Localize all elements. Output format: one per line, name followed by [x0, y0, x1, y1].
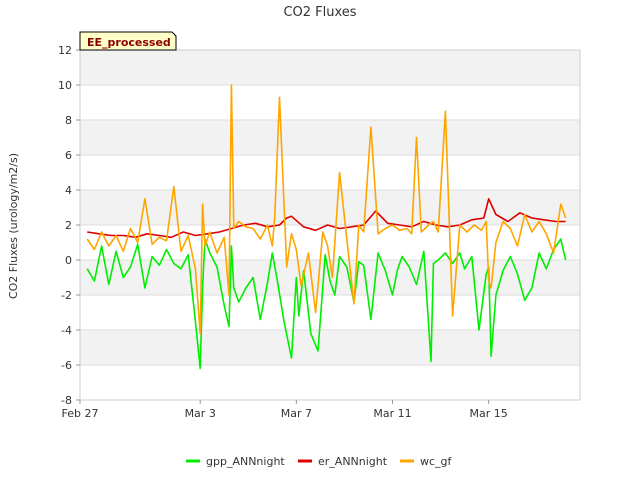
y-tick-label: -4	[61, 324, 72, 337]
y-tick-label: 4	[65, 184, 72, 197]
x-tick-label: Mar 15	[470, 407, 508, 420]
plot-band	[80, 50, 580, 85]
legend-item-gpp-annnight[interactable]: gpp_ANNnight	[186, 455, 285, 468]
y-axis-title: CO2 Fluxes (urology/m2/s)	[7, 153, 20, 299]
legend-label: er_ANNnight	[318, 455, 388, 468]
y-tick-label: -2	[61, 289, 72, 302]
plot-band	[80, 330, 580, 365]
plot-band	[80, 120, 580, 155]
series-layer	[86, 84, 567, 370]
x-tick-label: Mar 7	[281, 407, 312, 420]
y-tick-label: 10	[58, 79, 72, 92]
y-tick-label: 8	[65, 114, 72, 127]
legend-label: gpp_ANNnight	[206, 455, 285, 468]
legend-item-er-annnight[interactable]: er_ANNnight	[298, 455, 388, 468]
x-tick-label: Mar 3	[185, 407, 216, 420]
y-axis: -8 -6 -4 -2 0 2 4 6 8 10 12	[58, 44, 80, 407]
series-line-er-annnight	[87, 198, 566, 239]
y-tick-label: -8	[61, 394, 72, 407]
legend-item-wc-gf[interactable]: wc_gf	[400, 455, 453, 468]
series-line-wc-gf	[86, 84, 567, 335]
y-tick-label: 12	[58, 44, 72, 57]
series-line-gpp-annnight	[86, 238, 567, 370]
ee-processed-badge: EE_processed	[79, 31, 177, 51]
badge-label: EE_processed	[87, 36, 171, 49]
legend-label: wc_gf	[420, 455, 453, 468]
y-tick-label: 0	[65, 254, 72, 267]
y-tick-label: -6	[61, 359, 72, 372]
y-tick-label: 6	[65, 149, 72, 162]
legend: gpp_ANNnight er_ANNnight wc_gf	[186, 455, 453, 468]
x-axis: Feb 27 Mar 3 Mar 7 Mar 11 Mar 15	[62, 400, 508, 420]
x-tick-label: Mar 11	[373, 407, 411, 420]
y-tick-label: 2	[65, 219, 72, 232]
plot-band	[80, 190, 580, 225]
chart-title: CO2 Fluxes	[283, 5, 356, 20]
x-tick-label: Feb 27	[62, 407, 99, 420]
